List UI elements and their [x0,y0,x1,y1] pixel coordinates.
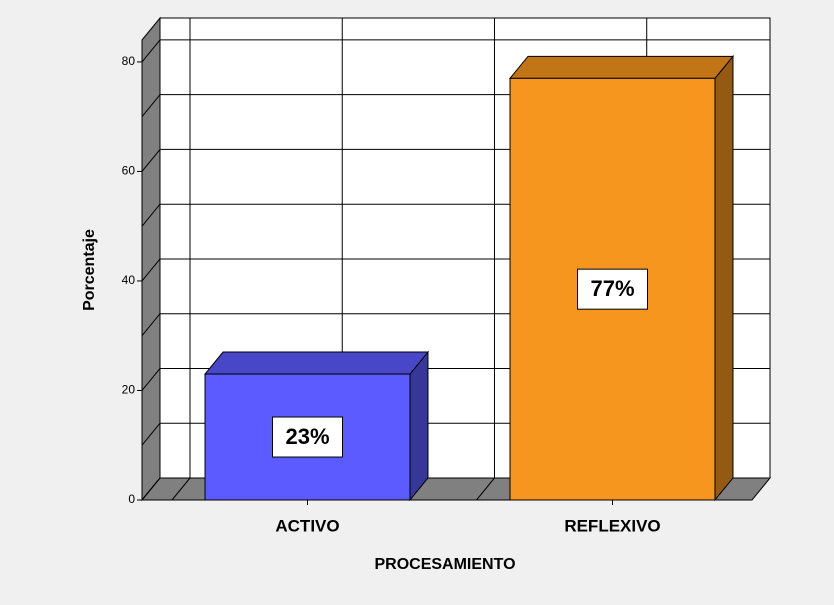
value-label: 77% [590,276,634,301]
floor-line [476,477,495,501]
x-tick-label: ACTIVO [275,516,339,535]
y-tick-label: 80 [122,54,136,68]
y-axis-label: Porcentaje [81,229,98,311]
bar-side [409,350,429,502]
grid-line [141,477,161,501]
bar-top [508,55,735,79]
value-label: 23% [285,424,329,449]
grid-line [141,368,161,391]
y-tick-label: 20 [122,383,136,397]
minor-grid-line [141,422,161,446]
grid-line [141,39,161,63]
floor-line [171,477,191,501]
grid-line [141,149,161,172]
value-label-box [272,416,343,458]
y-tick-label: 0 [128,492,135,506]
minor-grid-line [141,94,161,117]
value-label-box [577,268,648,310]
minor-grid-line [141,203,161,227]
minor-grid-line [141,313,161,337]
y-tick-label: 60 [122,164,136,178]
x-axis-label: PROCESAMIENTO [374,556,515,573]
x-tick-label: REFLEXIVO [564,516,660,535]
grid-line [141,258,161,282]
y-tick-label: 40 [122,273,136,287]
bar-side [714,54,734,502]
side-wall [141,16,161,502]
bar-top [203,351,430,375]
